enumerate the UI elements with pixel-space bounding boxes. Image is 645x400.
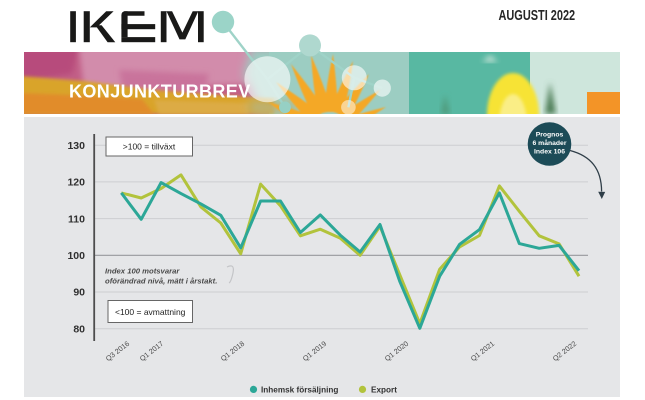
svg-text:Export: Export (371, 385, 397, 394)
svg-text:130: 130 (67, 140, 85, 152)
svg-text:110: 110 (68, 213, 85, 225)
svg-text:Index 106: Index 106 (534, 149, 565, 156)
svg-text:Inhemsk försäljning: Inhemsk försäljning (261, 385, 338, 394)
svg-text:6 månader: 6 månader (532, 139, 566, 147)
svg-text:Prognos: Prognos (536, 132, 564, 139)
svg-text:<100 = avmattning: <100 = avmattning (115, 307, 186, 317)
svg-text:Index 100 motsvarar: Index 100 motsvarar (105, 267, 180, 276)
svg-text:oförändrad nivå, mätt i årstak: oförändrad nivå, mätt i årstakt. (105, 277, 217, 286)
svg-text:80: 80 (73, 323, 85, 335)
svg-text:>100 = tillväxt: >100 = tillväxt (123, 142, 176, 152)
svg-text:AUGUSTI 2022: AUGUSTI 2022 (499, 6, 576, 23)
svg-text:120: 120 (67, 177, 85, 189)
svg-text:90: 90 (73, 287, 85, 299)
svg-text:KONJUNKTURBREV: KONJUNKTURBREV (69, 82, 251, 102)
svg-text:100: 100 (67, 250, 85, 262)
